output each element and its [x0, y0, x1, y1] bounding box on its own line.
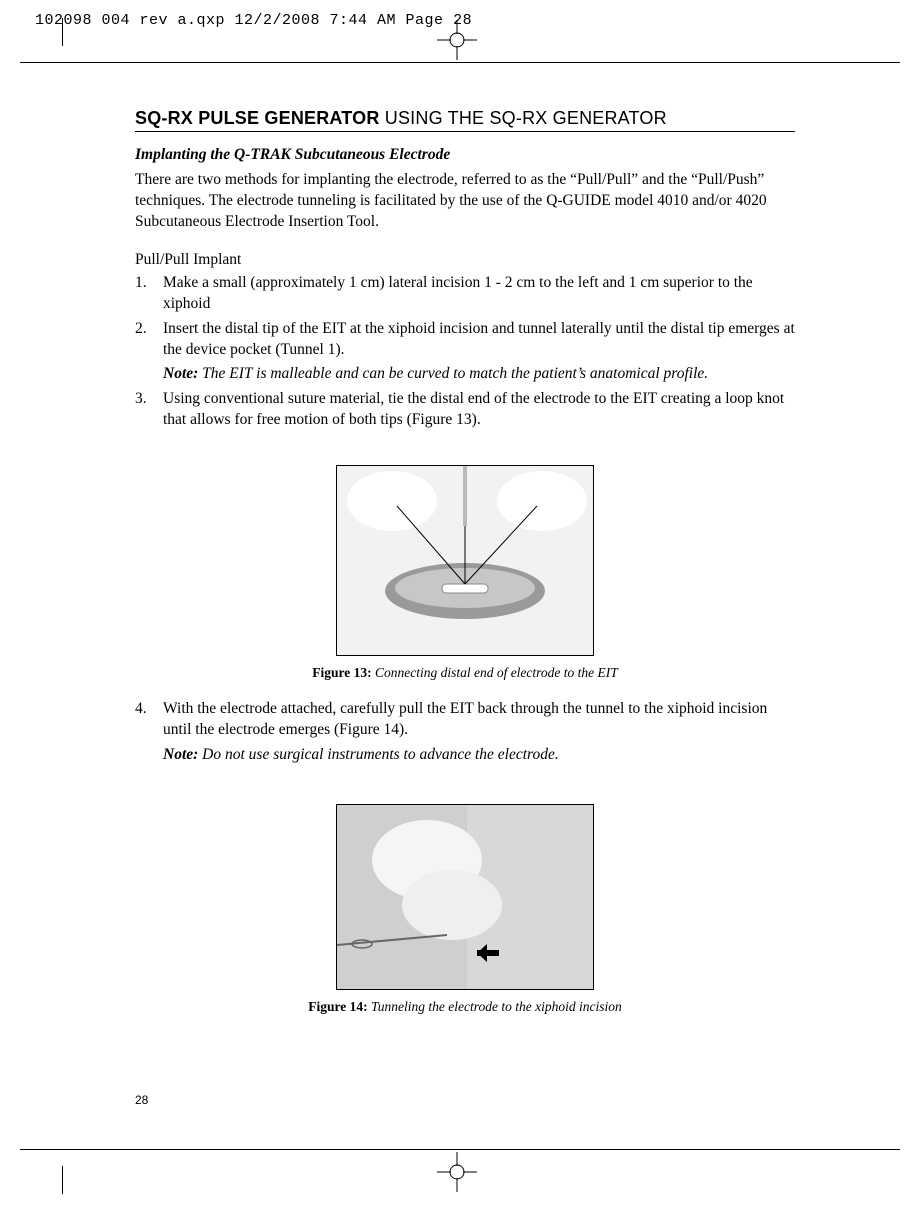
intro-paragraph: There are two methods for implanting the…	[135, 170, 795, 233]
list-number: 2.	[135, 319, 163, 361]
subsection-heading: Implanting the Q-TRAK Subcutaneous Elect…	[135, 146, 795, 164]
figure-13-block: Figure 13: Connecting distal end of elec…	[135, 465, 795, 681]
list-text: Using conventional suture material, tie …	[163, 389, 795, 431]
registration-mark-bottom	[437, 1152, 477, 1192]
list-item: 3. Using conventional suture material, t…	[135, 389, 795, 431]
crop-mark	[20, 62, 900, 63]
procedure-list-cont: 4. With the electrode attached, carefull…	[135, 699, 795, 766]
note-label: Note:	[163, 746, 198, 763]
list-number: 1.	[135, 273, 163, 315]
list-item: 1. Make a small (approximately 1 cm) lat…	[135, 273, 795, 315]
crop-mark	[20, 1149, 900, 1150]
note-label: Note:	[163, 365, 198, 382]
list-text: Insert the distal tip of the EIT at the …	[163, 319, 795, 361]
figure-text: Tunneling the electrode to the xiphoid i…	[368, 999, 622, 1014]
note-line: Note: The EIT is malleable and can be cu…	[135, 364, 795, 385]
section-header-bold: SQ-RX PULSE GENERATOR	[135, 108, 380, 128]
print-header-slug: 102098 004 rev a.qxp 12/2/2008 7:44 AM P…	[35, 12, 472, 29]
page-content: SQ-RX PULSE GENERATOR USING THE SQ-RX GE…	[135, 108, 795, 1033]
list-item: 4. With the electrode attached, carefull…	[135, 699, 795, 741]
list-number: 3.	[135, 389, 163, 431]
procedure-list: 1. Make a small (approximately 1 cm) lat…	[135, 273, 795, 431]
figure-14-image	[336, 804, 594, 990]
figure-label: Figure 13:	[312, 665, 371, 680]
note-body: The EIT is malleable and can be curved t…	[198, 365, 708, 382]
note-line: Note: Do not use surgical instruments to…	[135, 745, 795, 766]
section-header-light: USING THE SQ-RX GENERATOR	[380, 108, 667, 128]
crop-mark	[62, 1166, 63, 1194]
figure-14-caption: Figure 14: Tunneling the electrode to th…	[135, 999, 795, 1015]
figure-13-caption: Figure 13: Connecting distal end of elec…	[135, 665, 795, 681]
list-text: With the electrode attached, carefully p…	[163, 699, 795, 741]
procedure-heading: Pull/Pull Implant	[135, 251, 795, 269]
crop-mark	[62, 18, 63, 46]
figure-label: Figure 14:	[308, 999, 367, 1014]
page-number: 28	[135, 1093, 148, 1107]
list-item: 2. Insert the distal tip of the EIT at t…	[135, 319, 795, 361]
list-text: Make a small (approximately 1 cm) latera…	[163, 273, 795, 315]
figure-13-image	[336, 465, 594, 656]
list-number: 4.	[135, 699, 163, 741]
note-body: Do not use surgical instruments to advan…	[198, 746, 558, 763]
section-header: SQ-RX PULSE GENERATOR USING THE SQ-RX GE…	[135, 108, 795, 132]
figure-text: Connecting distal end of electrode to th…	[372, 665, 618, 680]
figure-14-block: Figure 14: Tunneling the electrode to th…	[135, 804, 795, 1015]
registration-mark-top	[437, 20, 477, 60]
